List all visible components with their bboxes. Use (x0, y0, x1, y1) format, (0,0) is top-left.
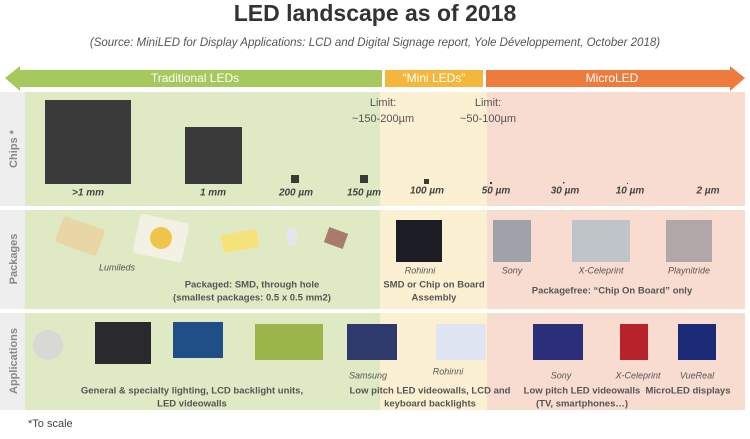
source-label: Playnitride (668, 265, 710, 275)
segment-bar (385, 70, 483, 87)
source-label: X-Celeprint (614, 370, 661, 380)
chip-label: 10 µm (616, 186, 645, 197)
source-label: Lumileds (99, 262, 136, 272)
caption: (TV, smartphones…) (536, 399, 628, 410)
chip-label: 200 µm (278, 188, 313, 199)
subtitle: (Source: MiniLED for Display Application… (90, 37, 660, 49)
limit-range: ~150-200µm (352, 113, 414, 125)
caption: Low pitch LED videowalls, LCD and (350, 386, 511, 397)
caption: Assembly (412, 293, 458, 304)
segment-label: “Mini LEDs” (403, 71, 466, 85)
caption: (smallest packages: 0.5 x 0.5 mm2) (173, 293, 331, 304)
caption: General & specialty lighting, LCD backli… (81, 386, 303, 397)
title: LED landscape as of 2018 (234, 0, 517, 26)
row-label: Chips * (8, 129, 20, 168)
limit-title: Limit: (475, 97, 501, 109)
source-label: Sony (502, 265, 523, 275)
caption: keyboard backlights (384, 399, 476, 410)
segment-bar (486, 66, 745, 91)
chip-label: 30 µm (551, 186, 580, 197)
chip-label: 150 µm (347, 188, 381, 199)
chip-label: 100 µm (410, 186, 444, 197)
source-label: X-Celeprint (577, 265, 624, 275)
footnote: *To scale (28, 418, 73, 430)
chip-label: 50 µm (482, 186, 511, 197)
segment-label: MicroLED (586, 71, 639, 85)
row-label: Packages (8, 234, 20, 285)
caption: LED videowalls (157, 399, 227, 410)
row-label: Applications (8, 328, 20, 394)
caption: MicroLED displays (646, 386, 731, 397)
source-label: Samsung (349, 370, 387, 380)
source-label: Rohinni (405, 265, 437, 275)
application-images (33, 322, 716, 364)
caption: SMD or Chip on Board (383, 280, 485, 291)
source-label: VueReal (680, 370, 715, 380)
caption: Packaged: SMD, through hole (185, 280, 320, 291)
package-images (55, 214, 712, 263)
caption: Packagefree: “Chip On Board” only (532, 286, 693, 297)
chip-label: 2 µm (696, 186, 720, 197)
chip-squares (45, 100, 628, 184)
limit-title: Limit: (370, 97, 396, 109)
caption: Low pitch LED videowalls (524, 386, 641, 397)
segment-bar (5, 66, 382, 91)
source-label: Rohinni (433, 366, 465, 376)
chip-label: 1 mm (200, 188, 226, 199)
limit-range: ~50-100µm (460, 113, 516, 125)
chip-label: >1 mm (72, 188, 104, 199)
segment-label: Traditional LEDs (151, 71, 239, 85)
source-label: Sony (551, 370, 572, 380)
